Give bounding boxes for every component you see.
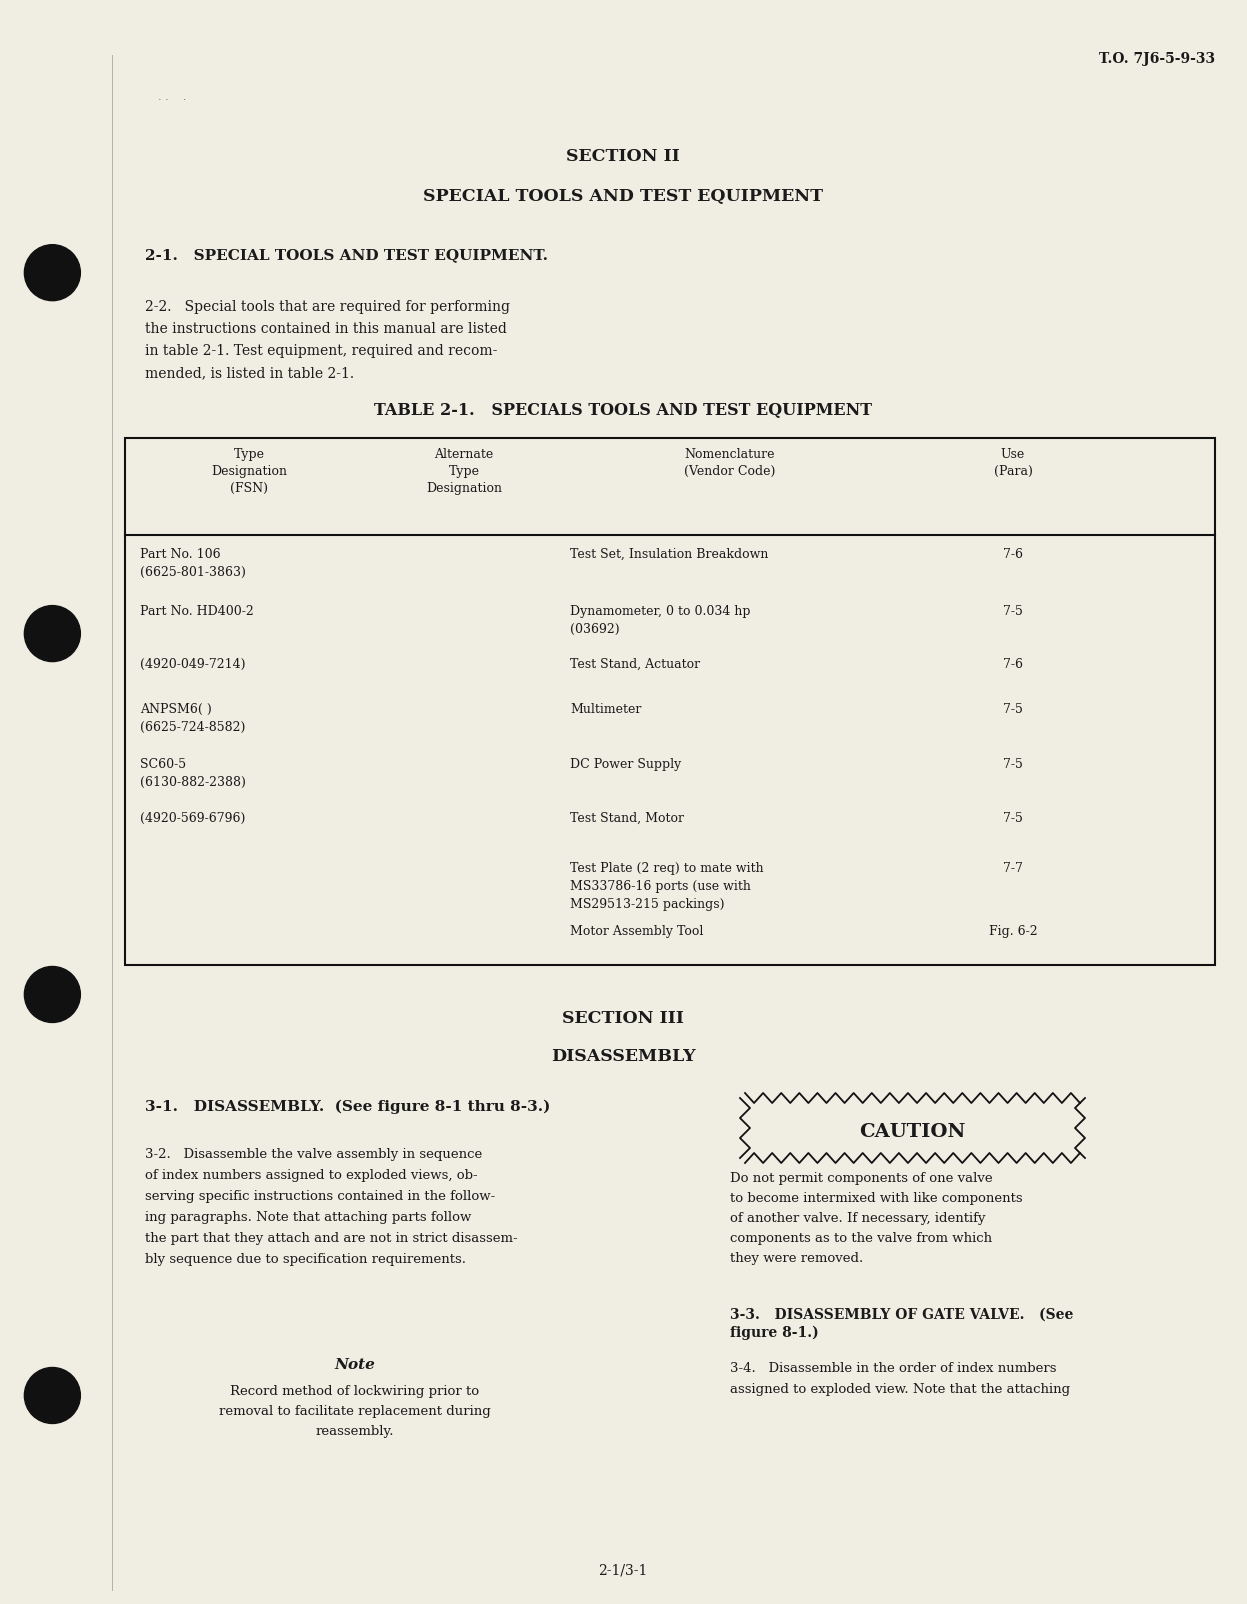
Text: SECTION II: SECTION II	[566, 148, 680, 165]
Text: (6625-801-3863): (6625-801-3863)	[140, 566, 246, 579]
Text: Record method of lockwiring prior to: Record method of lockwiring prior to	[231, 1384, 480, 1399]
Bar	[125, 438, 1215, 966]
Text: bly sequence due to specification requirements.: bly sequence due to specification requir…	[145, 1253, 466, 1266]
Text: Test Stand, Motor: Test Stand, Motor	[570, 812, 685, 824]
Text: MS33786-16 ports (use with: MS33786-16 ports (use with	[570, 881, 751, 893]
Text: 2-1/3-1: 2-1/3-1	[599, 1564, 647, 1578]
Text: Designation: Designation	[211, 465, 287, 478]
Text: Note: Note	[334, 1359, 375, 1371]
Text: Motor Assembly Tool: Motor Assembly Tool	[570, 926, 703, 938]
Text: Designation: Designation	[426, 481, 503, 496]
Text: Fig. 6-2: Fig. 6-2	[989, 926, 1038, 938]
Text: DISASSEMBLY: DISASSEMBLY	[551, 1047, 696, 1065]
Text: 7-5: 7-5	[1003, 759, 1023, 772]
Text: reassembly.: reassembly.	[315, 1424, 394, 1439]
Text: (4920-049-7214): (4920-049-7214)	[140, 658, 246, 670]
Text: SECTION III: SECTION III	[562, 1011, 683, 1027]
Text: (Vendor Code): (Vendor Code)	[685, 465, 776, 478]
Text: (6130-882-2388): (6130-882-2388)	[140, 776, 246, 789]
Text: 3-1.   DISASSEMBLY.  (See figure 8-1 thru 8-3.): 3-1. DISASSEMBLY. (See figure 8-1 thru 8…	[145, 1100, 550, 1115]
Text: . .    .: . . .	[158, 91, 186, 103]
Text: Nomenclature: Nomenclature	[685, 448, 776, 460]
Text: SPECIAL TOOLS AND TEST EQUIPMENT: SPECIAL TOOLS AND TEST EQUIPMENT	[423, 188, 823, 205]
Circle shape	[25, 1368, 80, 1423]
Text: mended, is listed in table 2-1.: mended, is listed in table 2-1.	[145, 366, 354, 380]
Text: 7-5: 7-5	[1003, 812, 1023, 824]
Circle shape	[25, 245, 80, 300]
Text: in table 2-1. Test equipment, required and recom-: in table 2-1. Test equipment, required a…	[145, 343, 498, 358]
Text: to become intermixed with like components: to become intermixed with like component…	[729, 1192, 1023, 1205]
Text: Use: Use	[1001, 448, 1025, 460]
Circle shape	[25, 606, 80, 661]
Text: 7-5: 7-5	[1003, 605, 1023, 618]
Text: 2-1.   SPECIAL TOOLS AND TEST EQUIPMENT.: 2-1. SPECIAL TOOLS AND TEST EQUIPMENT.	[145, 249, 547, 261]
Text: of another valve. If necessary, identify: of another valve. If necessary, identify	[729, 1213, 985, 1225]
Text: SC60-5: SC60-5	[140, 759, 186, 772]
Text: assigned to exploded view. Note that the attaching: assigned to exploded view. Note that the…	[729, 1383, 1070, 1395]
Text: serving specific instructions contained in the follow-: serving specific instructions contained …	[145, 1190, 495, 1203]
Text: 3-2.   Disassemble the valve assembly in sequence: 3-2. Disassemble the valve assembly in s…	[145, 1148, 483, 1161]
Text: removal to facilitate replacement during: removal to facilitate replacement during	[219, 1405, 491, 1418]
Text: Alternate: Alternate	[434, 448, 494, 460]
Text: T.O. 7J6-5-9-33: T.O. 7J6-5-9-33	[1099, 51, 1215, 66]
Text: figure 8-1.): figure 8-1.)	[729, 1327, 819, 1341]
Text: Type: Type	[233, 448, 264, 460]
Text: Do not permit components of one valve: Do not permit components of one valve	[729, 1173, 993, 1185]
Text: 7-6: 7-6	[1003, 549, 1023, 561]
Text: they were removed.: they were removed.	[729, 1253, 863, 1266]
Text: MS29513-215 packings): MS29513-215 packings)	[570, 898, 725, 911]
Text: Test Set, Insulation Breakdown: Test Set, Insulation Breakdown	[570, 549, 768, 561]
Text: (4920-569-6796): (4920-569-6796)	[140, 812, 246, 824]
Text: 7-6: 7-6	[1003, 658, 1023, 670]
Text: 3-4.   Disassemble in the order of index numbers: 3-4. Disassemble in the order of index n…	[729, 1362, 1056, 1375]
Text: ing paragraphs. Note that attaching parts follow: ing paragraphs. Note that attaching part…	[145, 1211, 471, 1224]
Text: Test Plate (2 req) to mate with: Test Plate (2 req) to mate with	[570, 861, 763, 876]
Text: DC Power Supply: DC Power Supply	[570, 759, 681, 772]
Text: Multimeter: Multimeter	[570, 703, 641, 715]
Text: Part No. 106: Part No. 106	[140, 549, 221, 561]
Text: 7-5: 7-5	[1003, 703, 1023, 715]
Circle shape	[25, 967, 80, 1022]
Text: the part that they attach and are not in strict disassem-: the part that they attach and are not in…	[145, 1232, 518, 1245]
Text: Part No. HD400-2: Part No. HD400-2	[140, 605, 253, 618]
Text: components as to the valve from which: components as to the valve from which	[729, 1232, 993, 1245]
Text: (Para): (Para)	[994, 465, 1033, 478]
Text: 2-2.   Special tools that are required for performing: 2-2. Special tools that are required for…	[145, 300, 510, 314]
Text: 7-7: 7-7	[1003, 861, 1023, 876]
Text: CAUTION: CAUTION	[859, 1123, 965, 1140]
Text: the instructions contained in this manual are listed: the instructions contained in this manua…	[145, 322, 506, 335]
Text: Test Stand, Actuator: Test Stand, Actuator	[570, 658, 700, 670]
Text: 3-3.   DISASSEMBLY OF GATE VALVE.   (See: 3-3. DISASSEMBLY OF GATE VALVE. (See	[729, 1307, 1074, 1322]
Text: (6625-724-8582): (6625-724-8582)	[140, 722, 246, 735]
Text: (03692): (03692)	[570, 622, 620, 637]
Text: of index numbers assigned to exploded views, ob-: of index numbers assigned to exploded vi…	[145, 1169, 478, 1182]
Text: Dynamometer, 0 to 0.034 hp: Dynamometer, 0 to 0.034 hp	[570, 605, 751, 618]
Text: TABLE 2-1.   SPECIALS TOOLS AND TEST EQUIPMENT: TABLE 2-1. SPECIALS TOOLS AND TEST EQUIP…	[374, 403, 872, 419]
Text: ANPSM6( ): ANPSM6( )	[140, 703, 212, 715]
Text: (FSN): (FSN)	[229, 481, 268, 496]
Text: Type: Type	[449, 465, 480, 478]
